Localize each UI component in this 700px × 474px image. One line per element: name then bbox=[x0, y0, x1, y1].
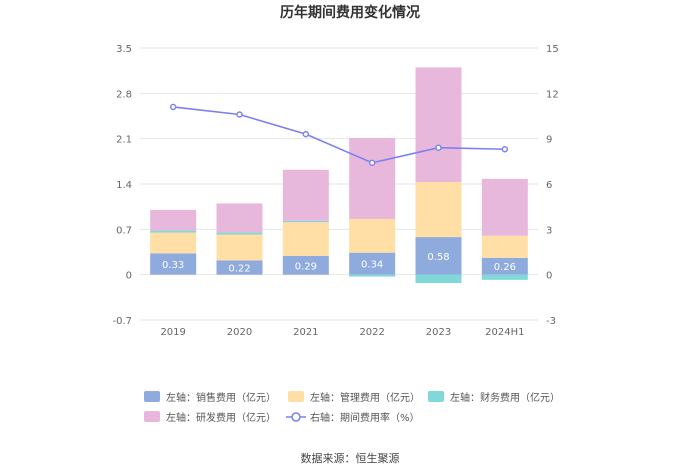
line-point bbox=[435, 144, 442, 151]
bar-data-label: 0.22 bbox=[228, 264, 250, 275]
left-tick-label: 0 bbox=[126, 271, 132, 282]
x-tick-label: 2023 bbox=[426, 327, 451, 338]
right-tick-label: 9 bbox=[546, 135, 552, 146]
x-axis: 2019 2020 2021 2022 2023 2024H1 bbox=[160, 327, 524, 338]
right-tick-label: 0 bbox=[546, 271, 552, 282]
line-path bbox=[173, 106, 505, 164]
bar-segment bbox=[349, 252, 396, 275]
line-point bbox=[169, 103, 177, 111]
bar-data-label: 0.33 bbox=[162, 260, 184, 271]
bar-segment bbox=[349, 218, 396, 253]
x-tick-label: 2019 bbox=[160, 327, 185, 338]
bar-segment bbox=[349, 138, 396, 219]
legend-swatch bbox=[288, 391, 304, 402]
left-tick-label: 1.4 bbox=[116, 180, 132, 191]
right-tick-label: -3 bbox=[546, 316, 556, 327]
x-tick-label: 2020 bbox=[227, 327, 252, 338]
line-point bbox=[368, 159, 376, 167]
left-axis: -0.7 0 0.7 1.4 2.1 2.8 3.5 bbox=[112, 44, 132, 327]
legend-label: 左轴：管理费用（亿元） bbox=[310, 391, 420, 404]
legend: 左轴：销售费用（亿元） 左轴：管理费用（亿元） 左轴：财务费用（亿元） 左轴：研发费用… bbox=[144, 391, 560, 424]
chart-title: 历年期间费用变化情况 bbox=[280, 4, 420, 21]
left-tick-label: 2.8 bbox=[116, 89, 132, 100]
left-tick-label: -0.7 bbox=[112, 316, 132, 327]
line-point bbox=[501, 146, 509, 153]
right-tick-label: 3 bbox=[546, 225, 552, 236]
bar-segment bbox=[216, 234, 263, 261]
right-tick-label: 12 bbox=[546, 89, 559, 100]
bar-segment bbox=[349, 274, 396, 277]
legend-label: 左轴：研发费用（亿元） bbox=[166, 411, 276, 424]
bar-data-label: 0.29 bbox=[295, 261, 317, 272]
x-tick-label: 2024H1 bbox=[485, 327, 524, 338]
bar-segment bbox=[216, 232, 263, 235]
bar-segment bbox=[282, 222, 329, 256]
legend-swatch bbox=[144, 411, 160, 422]
bar-segment bbox=[415, 182, 462, 238]
bar-segment bbox=[282, 220, 329, 223]
bar-segment bbox=[481, 274, 528, 280]
bar-data-label: 0.58 bbox=[427, 252, 449, 263]
legend-swatch-marker bbox=[291, 412, 301, 422]
left-tick-label: 2.1 bbox=[116, 135, 132, 146]
line-point bbox=[236, 111, 243, 118]
bar-segment bbox=[282, 255, 329, 275]
x-tick-label: 2021 bbox=[293, 327, 318, 338]
left-tick-label: 3.5 bbox=[116, 44, 132, 55]
bar-segment bbox=[481, 178, 528, 236]
bar-segment bbox=[150, 209, 197, 231]
right-axis: -3 0 3 6 9 12 15 bbox=[546, 44, 559, 327]
bar-segment bbox=[216, 203, 263, 233]
rate-line bbox=[169, 103, 509, 167]
bar-segment bbox=[415, 67, 462, 183]
bar-data-label: 0.26 bbox=[494, 262, 516, 273]
x-tick-label: 2022 bbox=[359, 327, 384, 338]
right-tick-label: 6 bbox=[546, 180, 552, 191]
bar-segment bbox=[150, 232, 197, 254]
right-tick-label: 15 bbox=[546, 44, 559, 55]
legend-swatch bbox=[144, 391, 160, 402]
bar-segment bbox=[150, 253, 197, 275]
source-text: 数据来源：恒生聚源 bbox=[301, 451, 400, 465]
legend-label: 右轴：期间费用率（%） bbox=[310, 411, 420, 424]
bars bbox=[150, 67, 528, 284]
bar-segment bbox=[282, 169, 329, 221]
bar-segment bbox=[415, 237, 462, 275]
legend-label: 左轴：销售费用（亿元） bbox=[166, 391, 276, 404]
bar-segment bbox=[481, 235, 528, 258]
bar-segment bbox=[216, 260, 263, 275]
line-point bbox=[302, 130, 310, 138]
bar-segment bbox=[415, 274, 462, 284]
left-tick-label: 0.7 bbox=[116, 225, 132, 236]
bar-labels: 0.33 0.22 0.29 0.34 0.58 0.26 bbox=[162, 252, 516, 275]
legend-label: 左轴：财务费用（亿元） bbox=[450, 391, 560, 404]
bar-segment bbox=[150, 230, 197, 233]
bar-data-label: 0.34 bbox=[361, 260, 383, 271]
bar-segment bbox=[481, 257, 528, 275]
legend-swatch bbox=[428, 391, 444, 402]
grid bbox=[140, 47, 538, 321]
